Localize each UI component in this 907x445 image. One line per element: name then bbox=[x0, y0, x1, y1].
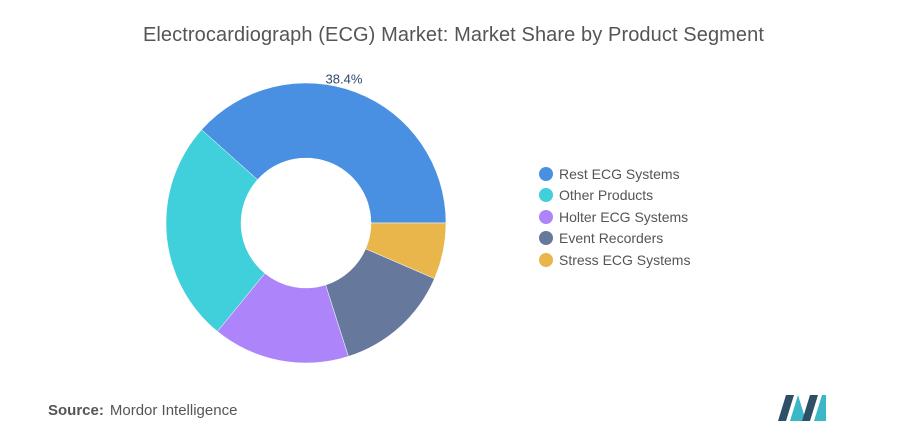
logo-shape-left bbox=[778, 395, 794, 421]
data-labels-group: 38.4% bbox=[326, 71, 363, 86]
legend: Rest ECG Systems Other Products Holter ECG… bbox=[539, 163, 690, 271]
slices-group bbox=[165, 82, 447, 364]
legend-label: Event Recorders bbox=[559, 230, 664, 247]
legend-swatch-icon bbox=[539, 252, 553, 267]
legend-swatch-icon bbox=[539, 209, 553, 224]
slice-holter-ecg-systems bbox=[217, 272, 349, 364]
logo-shape-right bbox=[802, 395, 818, 421]
legend-swatch-icon bbox=[539, 188, 553, 203]
slice-stress-ecg-systems bbox=[365, 222, 447, 279]
legend-item-rest-ecg-systems: Rest ECG Systems bbox=[539, 163, 690, 185]
data-label-rest-ecg-systems: 38.4% bbox=[326, 71, 363, 86]
legend-swatch-icon bbox=[539, 231, 553, 246]
source-note: Source: Mordor Intelligence bbox=[48, 402, 237, 419]
logo-shape-mid bbox=[790, 395, 806, 421]
legend-swatch-icon bbox=[539, 166, 553, 181]
legend-label: Holter ECG Systems bbox=[559, 208, 689, 225]
legend-item-stress-ecg-systems: Stress ECG Systems bbox=[539, 249, 690, 271]
legend-item-other-products: Other Products bbox=[539, 185, 690, 207]
slice-other-products bbox=[165, 129, 266, 332]
legend-label: Rest ECG Systems bbox=[559, 165, 680, 182]
legend-label: Stress ECG Systems bbox=[559, 251, 691, 268]
source-prefix: Source: bbox=[48, 402, 104, 419]
logo-shape-tail bbox=[814, 395, 826, 421]
legend-label: Other Products bbox=[559, 187, 654, 204]
slice-rest-ecg-systems bbox=[201, 82, 447, 224]
legend-item-holter-ecg-systems: Holter ECG Systems bbox=[539, 206, 690, 228]
slice-event-recorders bbox=[325, 248, 435, 357]
legend-item-event-recorders: Event Recorders bbox=[539, 228, 690, 250]
mordor-intelligence-logo bbox=[778, 395, 826, 421]
source-text: Mordor Intelligence bbox=[109, 402, 238, 419]
chart-title: Electrocardiograph (ECG) Market: Market … bbox=[142, 24, 765, 46]
